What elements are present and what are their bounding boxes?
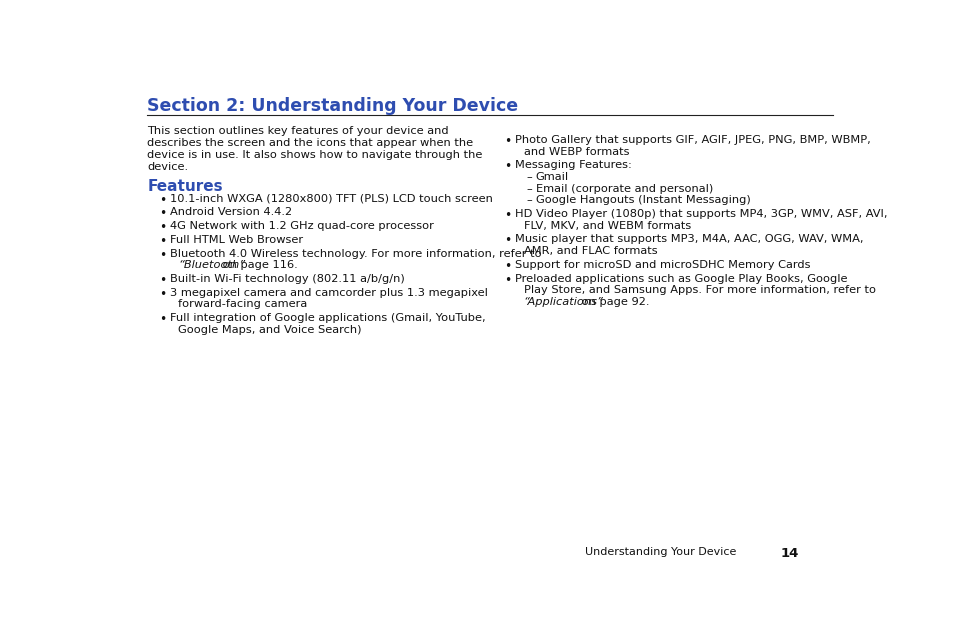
Text: Features: Features [147,179,223,193]
Text: •: • [159,313,166,326]
Text: forward-facing camera: forward-facing camera [178,300,307,309]
Text: –: – [526,172,532,182]
Text: 14: 14 [781,548,799,560]
Text: on page 116.: on page 116. [219,260,297,270]
Text: –: – [526,195,532,205]
Text: Bluetooth 4.0 Wireless technology. For more information, refer to: Bluetooth 4.0 Wireless technology. For m… [170,249,540,259]
Text: •: • [504,273,511,287]
Text: device is in use. It also shows how to navigate through the: device is in use. It also shows how to n… [147,150,482,160]
Text: Understanding Your Device: Understanding Your Device [584,548,736,557]
Text: Android Version 4.4.2: Android Version 4.4.2 [170,207,292,218]
Text: “Bluetooth”: “Bluetooth” [178,260,245,270]
Text: •: • [159,207,166,221]
Text: Play Store, and Samsung Apps. For more information, refer to: Play Store, and Samsung Apps. For more i… [523,285,875,295]
Text: This section outlines key features of your device and: This section outlines key features of yo… [147,127,449,136]
Text: 3 megapixel camera and camcorder plus 1.3 megapixel: 3 megapixel camera and camcorder plus 1.… [170,287,487,298]
Text: and WEBP formats: and WEBP formats [523,147,629,156]
Text: Music player that supports MP3, M4A, AAC, OGG, WAV, WMA,: Music player that supports MP3, M4A, AAC… [515,235,862,244]
Text: on page 92.: on page 92. [577,297,648,307]
Text: describes the screen and the icons that appear when the: describes the screen and the icons that … [147,139,473,148]
Text: Full HTML Web Browser: Full HTML Web Browser [170,235,302,245]
Text: Full integration of Google applications (Gmail, YouTube,: Full integration of Google applications … [170,313,485,323]
Text: –: – [526,184,532,194]
Text: FLV, MKV, and WEBM formats: FLV, MKV, and WEBM formats [523,221,690,231]
Text: Support for microSD and microSDHC Memory Cards: Support for microSD and microSDHC Memory… [515,260,809,270]
Text: Messaging Features:: Messaging Features: [515,160,631,170]
Text: •: • [504,160,511,174]
Text: Built-in Wi-Fi technology (802.11 a/b/g/n): Built-in Wi-Fi technology (802.11 a/b/g/… [170,274,404,284]
Text: Preloaded applications such as Google Play Books, Google: Preloaded applications such as Google Pl… [515,273,846,284]
Text: Section 2: Understanding Your Device: Section 2: Understanding Your Device [147,97,517,115]
Text: •: • [159,194,166,207]
Text: •: • [504,260,511,273]
Text: Photo Gallery that supports GIF, AGIF, JPEG, PNG, BMP, WBMP,: Photo Gallery that supports GIF, AGIF, J… [515,135,870,145]
Text: •: • [159,274,166,287]
Text: •: • [159,249,166,261]
Text: •: • [504,235,511,247]
Text: •: • [159,287,166,301]
Text: HD Video Player (1080p) that supports MP4, 3GP, WMV, ASF, AVI,: HD Video Player (1080p) that supports MP… [515,209,886,219]
Text: Google Hangouts (Instant Messaging): Google Hangouts (Instant Messaging) [535,195,749,205]
Text: Email (corporate and personal): Email (corporate and personal) [535,184,712,194]
Text: “Applications”: “Applications” [523,297,603,307]
Text: 10.1-inch WXGA (1280x800) TFT (PLS) LCD touch screen: 10.1-inch WXGA (1280x800) TFT (PLS) LCD … [170,194,492,204]
Text: 4G Network with 1.2 GHz quad-core processor: 4G Network with 1.2 GHz quad-core proces… [170,221,433,231]
Text: Gmail: Gmail [535,172,568,182]
Text: •: • [504,209,511,222]
Text: •: • [504,135,511,148]
Text: •: • [159,221,166,234]
Text: •: • [159,235,166,248]
Text: AMR, and FLAC formats: AMR, and FLAC formats [523,246,657,256]
Text: device.: device. [147,162,189,172]
Text: Google Maps, and Voice Search): Google Maps, and Voice Search) [178,325,361,335]
